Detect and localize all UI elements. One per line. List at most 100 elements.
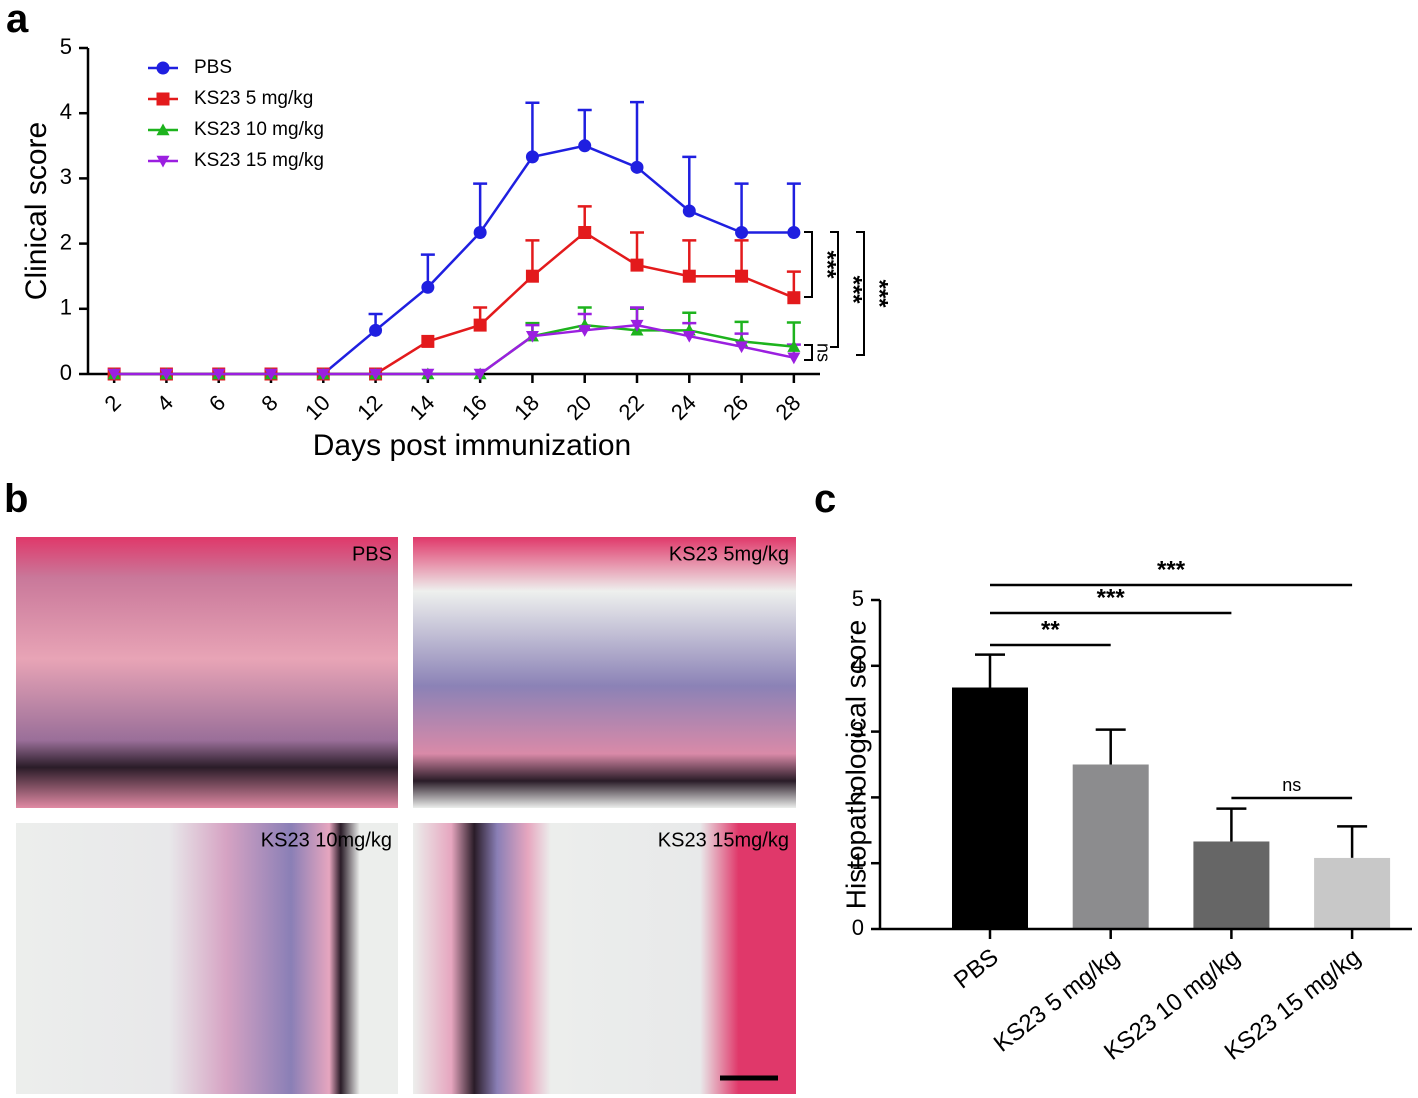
micrograph — [413, 537, 796, 808]
legend-label: PBS — [194, 57, 232, 78]
marker — [369, 323, 383, 337]
significance-label: *** — [866, 279, 893, 308]
marker — [473, 368, 487, 381]
marker — [525, 330, 539, 343]
x-tick-label: 2 — [99, 390, 125, 416]
y-tick-label: 3 — [852, 717, 864, 742]
marker — [630, 160, 644, 174]
x-tick-label: 24 — [666, 390, 701, 425]
marker — [578, 325, 592, 337]
marker — [525, 269, 539, 283]
marker — [630, 258, 644, 272]
y-tick-label: 2 — [852, 783, 864, 808]
marker — [735, 341, 749, 354]
error-bar — [473, 182, 488, 233]
x-tick-label: 8 — [256, 390, 282, 416]
legend-label: KS23 15 mg/kg — [194, 150, 324, 171]
panel-letter: c — [814, 477, 836, 521]
significance-bracket — [830, 231, 839, 348]
y-tick-label: 3 — [60, 164, 72, 189]
error-bar — [734, 182, 749, 233]
significance-bracket — [804, 231, 813, 298]
marker — [578, 226, 592, 240]
marker — [682, 330, 696, 343]
x-tick-label: 6 — [204, 390, 230, 416]
significance-bracket — [856, 231, 865, 356]
error-bar — [786, 182, 801, 233]
series-line — [114, 144, 794, 376]
marker — [421, 280, 435, 294]
marker — [159, 368, 173, 381]
legend-label: KS23 10 mg/kg — [194, 119, 324, 140]
error-bar — [630, 100, 644, 168]
significance-label: ** — [1041, 616, 1060, 643]
error-bar — [975, 653, 1005, 688]
marker — [735, 226, 749, 240]
micrograph-label: KS23 10mg/kg — [261, 829, 392, 851]
micrograph — [16, 537, 398, 808]
x-tick-label: 20 — [561, 390, 596, 425]
marker — [787, 340, 801, 352]
y-tick-label: 0 — [852, 915, 864, 940]
marker — [525, 150, 539, 164]
marker — [421, 334, 435, 348]
micrograph-label: PBS — [352, 543, 392, 565]
x-tick-label: 14 — [405, 390, 440, 425]
y-tick-label: 2 — [60, 229, 72, 254]
legend-marker — [156, 123, 170, 136]
error-bar — [1216, 807, 1247, 842]
micrograph — [413, 823, 796, 1094]
y-tick-label: 0 — [60, 360, 72, 385]
x-tick-label: 18 — [509, 390, 544, 425]
significance-bracket — [804, 344, 813, 361]
marker — [473, 226, 487, 240]
significance-label: ns — [813, 343, 833, 362]
x-axis-title: Days post immunization — [313, 429, 631, 462]
y-tick-label: 1 — [852, 849, 864, 874]
legend-marker — [156, 155, 170, 168]
error-bar — [682, 155, 697, 211]
marker — [682, 269, 696, 283]
micrograph — [16, 823, 398, 1094]
series-line — [114, 323, 795, 376]
x-tick-label: 12 — [352, 390, 387, 425]
error-bar — [525, 101, 540, 157]
significance-label: *** — [1157, 556, 1186, 583]
marker — [735, 269, 749, 283]
x-tick-label: PBS — [949, 943, 1003, 994]
marker — [369, 368, 383, 381]
x-tick-label: 16 — [457, 390, 492, 425]
y-tick-label: 1 — [60, 295, 72, 320]
legend-marker — [156, 92, 170, 106]
legend-marker — [156, 61, 170, 75]
panel-letter: b — [4, 477, 28, 521]
marker — [682, 204, 696, 218]
y-axis-title: Histopathological score — [840, 620, 871, 910]
series-line — [114, 230, 795, 376]
marker — [787, 352, 801, 365]
x-tick-label: 4 — [152, 390, 178, 416]
significance-label: *** — [1097, 584, 1126, 611]
y-tick-label: 5 — [852, 586, 864, 611]
marker — [473, 318, 487, 332]
legend-label: KS23 5 mg/kg — [194, 88, 313, 109]
y-tick-label: 4 — [60, 99, 72, 124]
micrograph-label: KS23 15mg/kg — [658, 829, 789, 851]
significance-label: *** — [814, 250, 841, 279]
x-tick-label: 28 — [771, 390, 806, 425]
x-tick-label: 22 — [614, 390, 649, 425]
marker — [787, 291, 801, 305]
marker — [212, 368, 226, 381]
bar — [1314, 857, 1391, 929]
marker — [421, 368, 435, 381]
x-tick-label: 10 — [300, 390, 335, 425]
marker — [578, 139, 592, 153]
x-tick-label: 26 — [718, 390, 753, 425]
marker — [787, 226, 801, 240]
panel-letter: a — [6, 0, 29, 41]
bar — [1193, 841, 1270, 929]
micrograph-label: KS23 5mg/kg — [669, 543, 789, 565]
marker — [264, 368, 278, 381]
